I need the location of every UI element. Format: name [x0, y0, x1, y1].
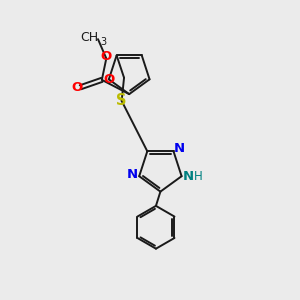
- Text: N: N: [127, 168, 138, 181]
- Text: O: O: [103, 73, 115, 86]
- Text: O: O: [101, 50, 112, 64]
- Text: N: N: [173, 142, 184, 155]
- Text: H: H: [194, 170, 202, 183]
- Text: 3: 3: [100, 37, 106, 46]
- Text: O: O: [71, 81, 82, 94]
- Text: S: S: [116, 93, 127, 108]
- Text: CH: CH: [80, 31, 98, 44]
- Text: N: N: [183, 170, 194, 183]
